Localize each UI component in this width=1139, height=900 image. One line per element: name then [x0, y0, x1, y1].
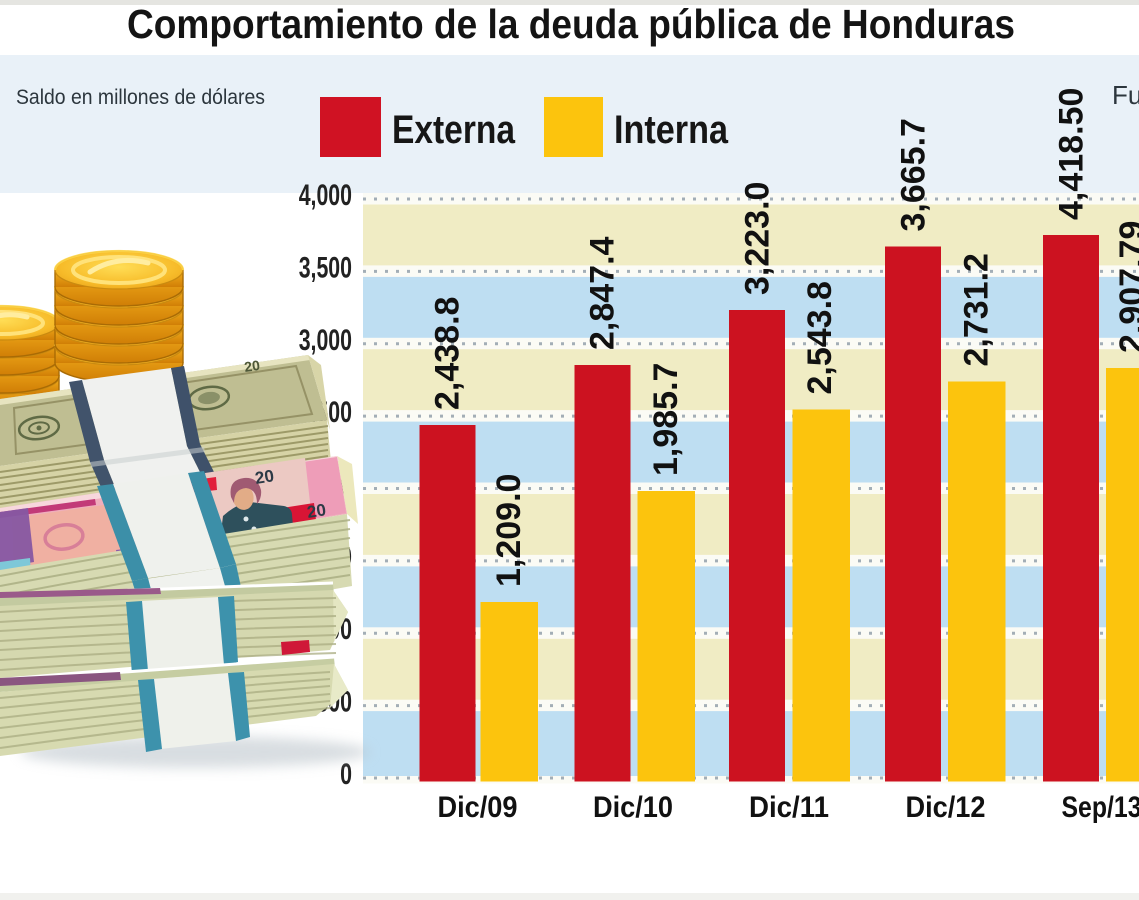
svg-text:Sep/13: Sep/13 [1062, 791, 1139, 824]
svg-text:2,907.79: 2,907.79 [1113, 221, 1139, 353]
svg-text:3,223.0: 3,223.0 [739, 182, 777, 295]
svg-text:Dic/12: Dic/12 [906, 791, 986, 824]
svg-text:20: 20 [243, 357, 261, 375]
svg-text:2,543.8: 2,543.8 [801, 281, 839, 394]
svg-text:3,000: 3,000 [299, 324, 352, 357]
svg-text:20: 20 [306, 500, 328, 522]
svg-text:20: 20 [254, 466, 276, 488]
svg-text:4,418.50: 4,418.50 [1053, 88, 1091, 220]
svg-text:Interna: Interna [614, 108, 729, 152]
svg-text:Saldo en millones de dólares: Saldo en millones de dólares [16, 86, 265, 109]
svg-text:0: 0 [340, 758, 352, 791]
svg-text:Externa: Externa [392, 108, 516, 152]
svg-text:4,000: 4,000 [299, 179, 352, 212]
svg-text:Dic/11: Dic/11 [749, 791, 829, 824]
svg-text:3,665.7: 3,665.7 [895, 118, 933, 231]
svg-text:Dic/10: Dic/10 [593, 791, 673, 824]
svg-text:1,985.7: 1,985.7 [647, 363, 685, 476]
svg-text:Fuente: BCH: Fuente: BCH [1112, 80, 1139, 110]
svg-text:2,847.4: 2,847.4 [584, 236, 622, 350]
svg-text:Dic/09: Dic/09 [438, 791, 518, 824]
svg-text:1,209.0: 1,209.0 [490, 474, 528, 587]
svg-text:2,438.8: 2,438.8 [429, 297, 467, 410]
svg-text:Comportamiento de la deuda púb: Comportamiento de la deuda pública de Ho… [127, 1, 1015, 47]
svg-text:2,731.2: 2,731.2 [958, 253, 996, 366]
svg-text:3,500: 3,500 [299, 251, 352, 284]
